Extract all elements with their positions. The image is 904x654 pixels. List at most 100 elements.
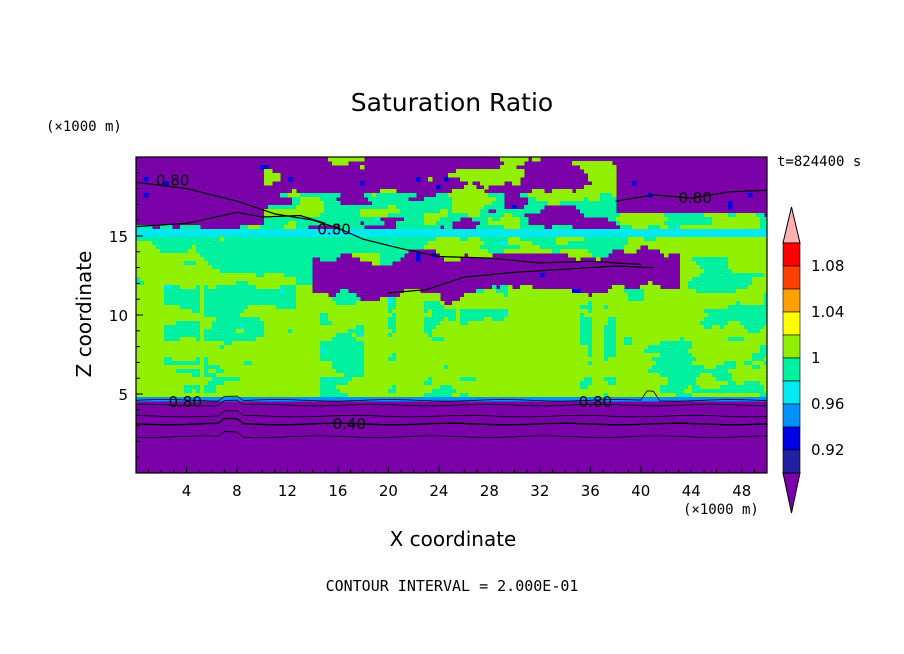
heatmap-cell	[384, 189, 389, 194]
heatmap-cell	[360, 393, 365, 398]
heatmap-cell	[228, 349, 233, 354]
heatmap-cell	[392, 305, 397, 310]
heatmap-cell	[152, 385, 157, 390]
heatmap-cell	[184, 257, 189, 262]
heatmap-cell	[312, 249, 317, 254]
heatmap-cell	[232, 333, 237, 338]
heatmap-cell	[460, 173, 465, 178]
heatmap-cell	[564, 373, 569, 378]
heatmap-cell	[144, 305, 149, 310]
heatmap-cell	[296, 393, 301, 398]
heatmap-cell	[280, 381, 285, 386]
heatmap-cell	[568, 201, 573, 206]
heatmap-cell	[472, 197, 477, 202]
heatmap-cell	[404, 385, 409, 390]
heatmap-cell	[160, 353, 165, 358]
heatmap-cell	[584, 169, 589, 174]
heatmap-cell	[552, 229, 557, 234]
heatmap-cell	[276, 321, 281, 326]
heatmap-cell	[136, 385, 141, 390]
heatmap-cell	[480, 345, 485, 350]
heatmap-cell	[576, 237, 581, 242]
heatmap-cell	[340, 381, 345, 386]
heatmap-cell	[432, 385, 437, 390]
heatmap-cell	[516, 393, 521, 398]
heatmap-cell	[484, 325, 489, 330]
heatmap-cell	[416, 321, 421, 326]
heatmap-cell	[168, 373, 173, 378]
heatmap-cell	[160, 309, 165, 314]
heatmap-cell	[572, 193, 577, 198]
heatmap-cell	[320, 329, 325, 334]
heatmap-cell	[152, 337, 157, 342]
heatmap-cell	[432, 349, 437, 354]
heatmap-cell	[284, 345, 289, 350]
heatmap-cell	[260, 325, 265, 330]
heatmap-cell	[376, 217, 381, 222]
heatmap-cell	[276, 225, 281, 230]
heatmap-cell	[232, 281, 237, 286]
heatmap-cell	[280, 205, 285, 210]
heatmap-cell	[448, 213, 453, 218]
heatmap-cell	[156, 373, 161, 378]
heatmap-cell	[296, 385, 301, 390]
heatmap-cell	[216, 265, 221, 270]
heatmap-cell	[584, 369, 589, 374]
heatmap-cell	[260, 369, 265, 374]
heatmap-cell	[212, 245, 217, 250]
heatmap-cell	[332, 229, 337, 234]
heatmap-cell	[336, 253, 341, 258]
heatmap-cell	[424, 221, 429, 226]
heatmap-cell	[264, 369, 269, 374]
heatmap-cell	[524, 225, 529, 230]
heatmap-cell	[204, 289, 209, 294]
heatmap-cell	[568, 333, 573, 338]
heatmap-cell	[212, 237, 217, 242]
heatmap-cell	[580, 365, 585, 370]
heatmap-cell	[352, 373, 357, 378]
heatmap-cell	[536, 237, 541, 242]
heatmap-cell	[548, 397, 553, 402]
heatmap-cell	[484, 217, 489, 222]
heatmap-cell	[160, 377, 165, 382]
heatmap-cell	[556, 289, 561, 294]
heatmap-cell	[364, 389, 369, 394]
heatmap-cell	[432, 397, 437, 402]
heatmap-cell	[232, 301, 237, 306]
heatmap-cell	[340, 333, 345, 338]
heatmap-cell	[176, 321, 181, 326]
heatmap-cell	[532, 369, 537, 374]
heatmap-cell	[404, 301, 409, 306]
heatmap-cell	[368, 317, 373, 322]
heatmap-cell	[312, 193, 317, 198]
heatmap-cell	[376, 369, 381, 374]
heatmap-cell	[260, 229, 265, 234]
heatmap-cell	[168, 265, 173, 270]
heatmap-cell	[496, 169, 501, 174]
heatmap-cell	[344, 341, 349, 346]
heatmap-cell	[576, 361, 581, 366]
heatmap-cell	[204, 261, 209, 266]
heatmap-cell	[552, 321, 557, 326]
heatmap-cell	[384, 317, 389, 322]
heatmap-cell	[448, 325, 453, 330]
heatmap-cell	[152, 321, 157, 326]
heatmap-cell	[404, 297, 409, 302]
heatmap-cell	[176, 289, 181, 294]
heatmap-cell	[452, 389, 457, 394]
heatmap-cell	[244, 257, 249, 262]
heatmap-cell	[300, 397, 305, 402]
heatmap-cell	[576, 249, 581, 254]
heatmap-cell	[352, 209, 357, 214]
heatmap-cell	[164, 277, 169, 282]
heatmap-cell	[432, 245, 437, 250]
heatmap-cell	[284, 253, 289, 258]
heatmap-cell	[540, 297, 545, 302]
heatmap-cell	[208, 341, 213, 346]
heatmap-cell	[404, 229, 409, 234]
heatmap-cell	[196, 389, 201, 394]
heatmap-cell	[504, 209, 509, 214]
heatmap-cell	[552, 397, 557, 402]
heatmap-cell	[580, 313, 585, 318]
heatmap-cell	[260, 277, 265, 282]
